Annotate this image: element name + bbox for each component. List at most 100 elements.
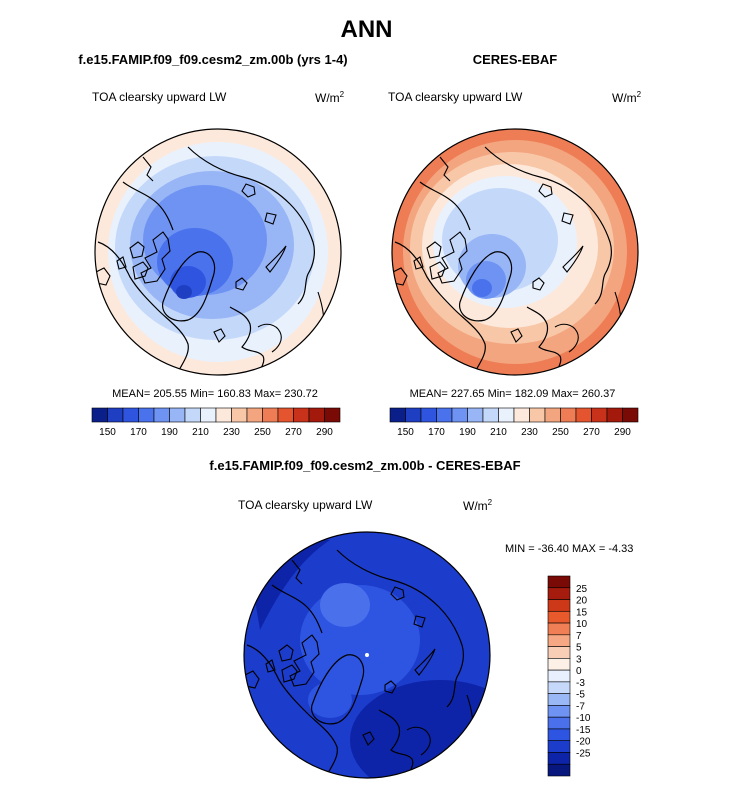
colorbar-2-tick-label: 250	[552, 427, 569, 438]
colorbar-2-tick-label: 290	[614, 427, 631, 438]
map-3	[243, 531, 491, 779]
colorbar-1-swatch	[107, 407, 124, 423]
colorbar-1-tick-label: 230	[223, 427, 240, 438]
colorbar-1-swatch	[262, 407, 279, 423]
colorbar-2-swatch	[467, 407, 484, 423]
map-2	[391, 128, 639, 376]
colorbar-1-swatch	[200, 407, 217, 423]
colorbar-diff-tick-label: -25	[576, 748, 591, 759]
panel-3-units: W/m2	[463, 498, 493, 513]
colorbar-1: 150 170 190 210 230 250 270 290	[91, 407, 341, 438]
colorbar-diff-tick-label: 5	[576, 643, 582, 654]
panel-2-variable: TOA clearsky upward LW	[388, 90, 523, 104]
colorbar-diff-tick-label: 7	[576, 631, 582, 642]
colorbar-1-tick-label: 150	[99, 427, 116, 438]
colorbar-1-swatch	[91, 407, 108, 423]
panel-3-stats: MIN = -36.40 MAX = -4.33	[505, 543, 634, 555]
colorbar-diff-swatch	[547, 575, 571, 589]
colorbar-1-swatch	[184, 407, 201, 423]
colorbar-diff-swatch	[547, 610, 571, 624]
panel-3-variable: TOA clearsky upward LW	[238, 498, 373, 512]
colorbar-1-swatch	[308, 407, 325, 423]
colorbar-2: 150 170 190 210 230 250 270 290	[389, 407, 639, 438]
colorbar-1-swatch	[246, 407, 263, 423]
panel-2-stats: MEAN= 227.65 Min= 182.09 Max= 260.37	[409, 388, 616, 400]
colorbar-diff-swatch	[547, 681, 571, 694]
colorbar-2-swatch	[498, 407, 515, 423]
colorbar-diff-tick-label: 20	[576, 596, 588, 607]
panel-1-title: f.e15.FAMIP.f09_f09.cesm2_zm.00b (yrs 1-…	[78, 52, 348, 67]
colorbar-1-swatch	[277, 407, 294, 423]
colorbar-1-tick-label: 290	[316, 427, 333, 438]
colorbar-2-swatch	[389, 407, 406, 423]
colorbar-diff-swatch	[547, 763, 571, 777]
colorbar-2-swatch	[591, 407, 608, 423]
panel-2-title: CERES-EBAF	[472, 52, 558, 67]
colorbar-diff-tick-label: -5	[576, 690, 585, 701]
colorbar-diff-tick-label: -15	[576, 725, 591, 736]
colorbar-1-tick-label: 190	[161, 427, 178, 438]
colorbar-diff-swatch	[547, 634, 571, 647]
colorbar-1-swatch	[231, 407, 248, 423]
map-1-border	[94, 128, 342, 376]
colorbar-diff-swatch	[547, 752, 571, 765]
colorbar-2-swatch	[405, 407, 422, 423]
colorbar-diff-swatch	[547, 658, 571, 671]
panel-1-stats: MEAN= 205.55 Min= 160.83 Max= 230.72	[112, 388, 318, 400]
colorbar-diff-swatch	[547, 599, 571, 612]
colorbar-diff-swatch	[547, 646, 571, 659]
colorbar-diff-tick-label: -10	[576, 713, 591, 724]
colorbar-2-swatch	[575, 407, 592, 423]
colorbar-diff-tick-label: 3	[576, 654, 582, 665]
colorbar-2-swatch	[451, 407, 468, 423]
colorbar-diff-tick-label: -20	[576, 737, 591, 748]
colorbar-diff-swatch	[547, 669, 571, 683]
colorbar-1-tick-label: 210	[192, 427, 209, 438]
colorbar-diff-tick-label: 25	[576, 584, 588, 595]
colorbar-2-tick-label: 230	[521, 427, 538, 438]
panel-2-units: W/m2	[612, 90, 642, 105]
map-1	[94, 128, 342, 376]
colorbar-diff-swatch	[547, 740, 571, 753]
colorbar-2-swatch	[560, 407, 577, 423]
colorbar-2-swatch	[420, 407, 437, 423]
map-3-border	[243, 531, 491, 779]
colorbar-1-swatch	[138, 407, 155, 423]
colorbar-1-swatch	[324, 407, 341, 423]
panel-1-units: W/m2	[315, 90, 345, 105]
colorbar-2-swatch	[482, 407, 499, 423]
colorbar-2-tick-label: 150	[397, 427, 414, 438]
main-title: ANN	[340, 16, 393, 43]
colorbar-2-tick-label: 210	[490, 427, 507, 438]
colorbar-diff-swatch	[547, 693, 571, 706]
panel-3-title: f.e15.FAMIP.f09_f09.cesm2_zm.00b - CERES…	[209, 458, 521, 473]
colorbar-2-tick-label: 170	[428, 427, 445, 438]
colorbar-2-swatch	[622, 407, 639, 423]
colorbar-diff-tick-label: 15	[576, 607, 588, 618]
colorbar-1-tick-label: 270	[285, 427, 302, 438]
colorbar-2-swatch	[513, 407, 530, 423]
colorbar-1-tick-label: 170	[130, 427, 147, 438]
map-2-border	[391, 128, 639, 376]
colorbar-1-swatch	[169, 407, 186, 423]
colorbar-diff-tick-label: 10	[576, 619, 588, 630]
colorbar-2-swatch	[606, 407, 623, 423]
colorbar-diff-swatch	[547, 705, 571, 718]
colorbar-diff-tick-label: 0	[576, 666, 582, 677]
colorbar-diff-swatch	[547, 622, 571, 636]
colorbar-1-swatch	[215, 407, 232, 423]
colorbar-1-swatch	[293, 407, 310, 423]
colorbar-2-swatch	[544, 407, 561, 423]
panel-1-variable: TOA clearsky upward LW	[92, 90, 227, 104]
colorbar-diff-swatch	[547, 728, 571, 742]
colorbar-diff-swatch	[547, 716, 571, 730]
colorbar-diff-swatch	[547, 587, 571, 600]
colorbar-2-tick-label: 270	[583, 427, 600, 438]
colorbar-2-swatch	[436, 407, 453, 423]
colorbar-1-swatch	[153, 407, 170, 423]
colorbar-1-swatch	[122, 407, 139, 423]
colorbar-diff-tick-label: -3	[576, 678, 585, 689]
colorbar-diff-tick-label: -7	[576, 701, 585, 712]
